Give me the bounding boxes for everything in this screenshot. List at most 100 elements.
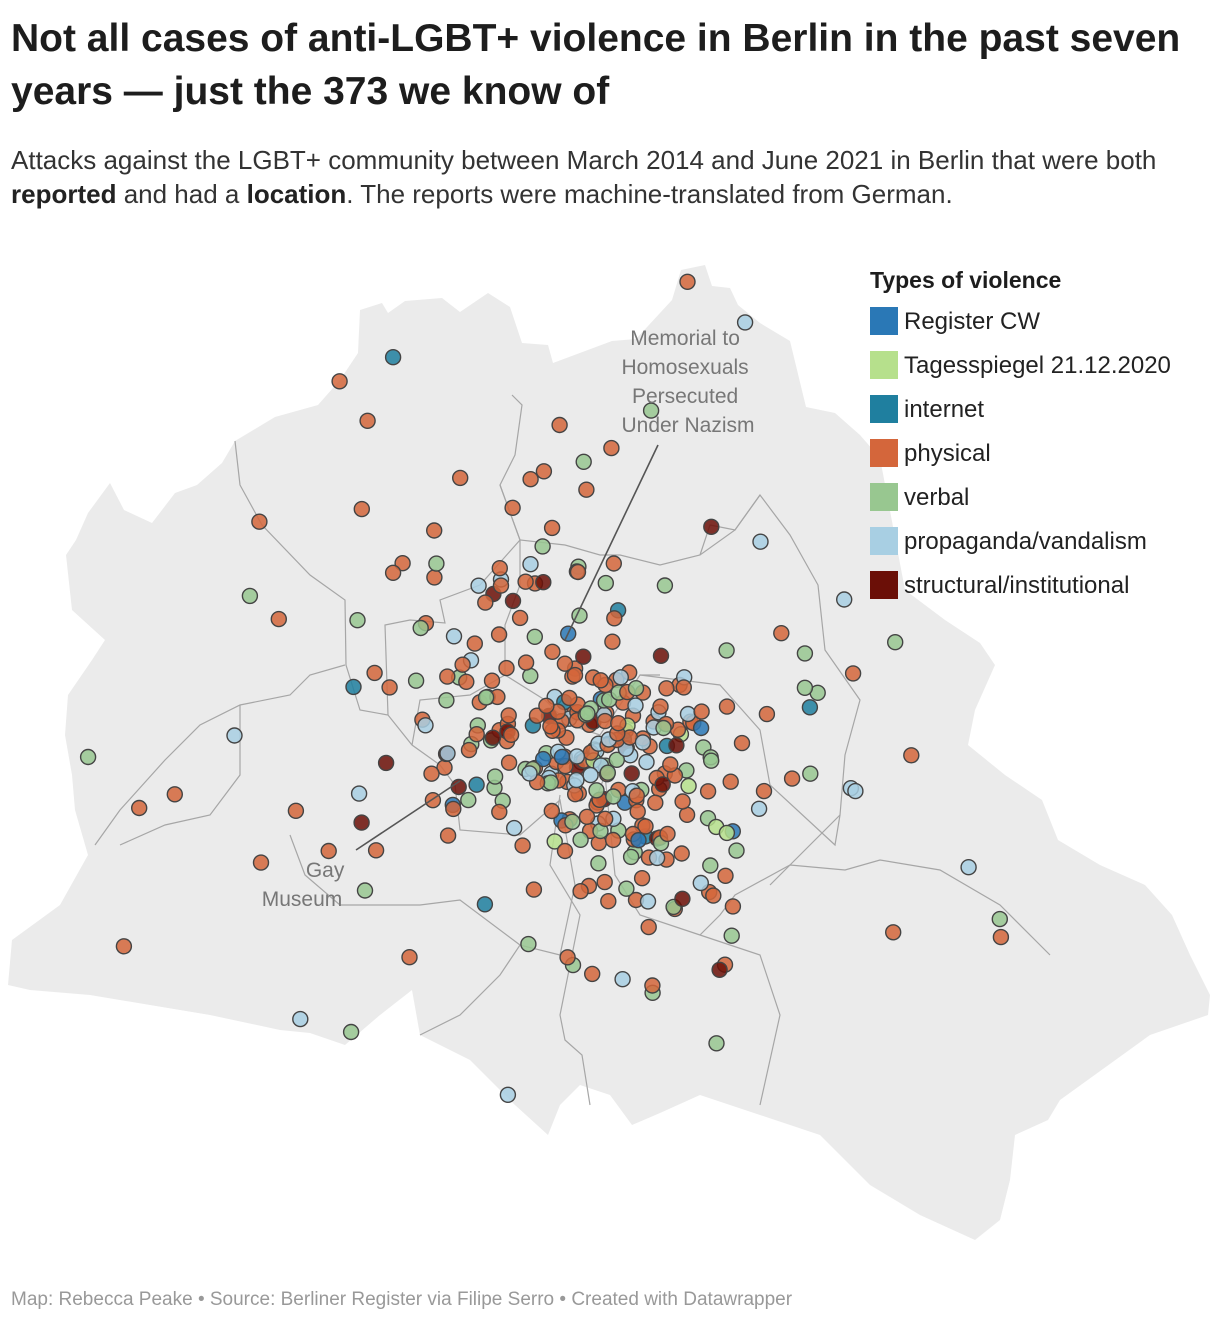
berlin-map[interactable]: Memorial to Homosexuals Persecuted Under…	[0, 255, 1220, 1285]
incident-marker-physical[interactable]	[542, 718, 559, 735]
incident-marker-physical[interactable]	[251, 513, 268, 530]
incident-marker-structural[interactable]	[575, 648, 592, 665]
incident-marker-physical[interactable]	[287, 802, 305, 819]
incident-marker-propaganda[interactable]	[445, 628, 463, 645]
incident-marker-verbal[interactable]	[407, 672, 425, 689]
incident-marker-verbal[interactable]	[702, 857, 719, 874]
incident-marker-physical[interactable]	[693, 703, 710, 720]
incident-marker-physical[interactable]	[844, 665, 862, 682]
incident-marker-register[interactable]	[630, 832, 647, 849]
incident-marker-physical[interactable]	[718, 698, 736, 715]
incident-marker-propaganda[interactable]	[750, 800, 768, 817]
incident-marker-register[interactable]	[535, 750, 552, 768]
incident-marker-tagesspiegel[interactable]	[718, 824, 736, 842]
incident-marker-physical[interactable]	[439, 827, 457, 844]
incident-marker-physical[interactable]	[514, 837, 531, 854]
incident-marker-physical[interactable]	[567, 786, 584, 803]
incident-marker-physical[interactable]	[320, 842, 337, 860]
incident-marker-verbal[interactable]	[241, 587, 259, 605]
incident-marker-physical[interactable]	[517, 573, 534, 590]
incident-marker-physical[interactable]	[659, 825, 676, 843]
incident-marker-physical[interactable]	[604, 831, 622, 849]
incident-marker-physical[interactable]	[992, 928, 1010, 946]
incident-marker-verbal[interactable]	[802, 765, 819, 782]
incident-marker-propaganda[interactable]	[638, 753, 655, 771]
incident-marker-physical[interactable]	[367, 842, 385, 859]
incident-marker-internet[interactable]	[476, 896, 494, 913]
incident-marker-verbal[interactable]	[542, 774, 559, 791]
incident-marker-physical[interactable]	[578, 808, 596, 825]
incident-marker-physical[interactable]	[115, 938, 133, 955]
incident-marker-tagesspiegel[interactable]	[546, 833, 563, 850]
incident-marker-verbal[interactable]	[564, 813, 581, 830]
incident-marker-physical[interactable]	[556, 655, 574, 672]
incident-marker-structural[interactable]	[504, 592, 522, 610]
incident-marker-verbal[interactable]	[605, 788, 622, 805]
incident-marker-physical[interactable]	[556, 842, 574, 860]
incident-marker-physical[interactable]	[637, 818, 654, 835]
incident-marker-structural[interactable]	[711, 961, 728, 978]
incident-marker-verbal[interactable]	[477, 689, 495, 706]
incident-marker-propaganda[interactable]	[752, 533, 769, 550]
incident-marker-physical[interactable]	[628, 787, 645, 804]
incident-marker-physical[interactable]	[783, 770, 801, 787]
incident-marker-verbal[interactable]	[796, 679, 814, 696]
incident-marker-physical[interactable]	[384, 564, 402, 581]
incident-marker-physical[interactable]	[569, 563, 587, 581]
incident-marker-physical[interactable]	[439, 668, 456, 685]
incident-marker-verbal[interactable]	[608, 751, 625, 768]
incident-marker-verbal[interactable]	[618, 880, 635, 897]
incident-marker-physical[interactable]	[592, 672, 609, 689]
incident-marker-physical[interactable]	[675, 679, 692, 696]
incident-marker-propaganda[interactable]	[627, 697, 644, 714]
incident-marker-physical[interactable]	[498, 659, 515, 677]
incident-marker-physical[interactable]	[130, 799, 148, 817]
incident-marker-physical[interactable]	[717, 867, 734, 884]
incident-marker-propaganda[interactable]	[470, 577, 487, 594]
incident-marker-physical[interactable]	[758, 705, 776, 723]
incident-marker-physical[interactable]	[584, 965, 601, 983]
incident-marker-verbal[interactable]	[79, 748, 97, 766]
incident-marker-physical[interactable]	[679, 273, 696, 290]
incident-marker-propaganda[interactable]	[506, 819, 523, 837]
incident-marker-physical[interactable]	[504, 499, 521, 517]
incident-marker-propaganda[interactable]	[522, 556, 539, 573]
incident-marker-structural[interactable]	[623, 765, 640, 782]
incident-marker-physical[interactable]	[604, 633, 621, 650]
incident-marker-physical[interactable]	[426, 569, 443, 586]
incident-marker-physical[interactable]	[252, 854, 270, 871]
incident-marker-physical[interactable]	[755, 782, 773, 800]
incident-marker-physical[interactable]	[535, 463, 553, 480]
incident-marker-physical[interactable]	[640, 918, 657, 936]
incident-marker-register[interactable]	[553, 748, 571, 766]
incident-marker-physical[interactable]	[652, 698, 669, 715]
incident-marker-verbal[interactable]	[642, 402, 660, 419]
incident-marker-physical[interactable]	[426, 522, 443, 539]
incident-marker-verbal[interactable]	[991, 910, 1008, 928]
incident-marker-verbal[interactable]	[349, 612, 366, 629]
incident-marker-physical[interactable]	[359, 412, 376, 430]
incident-marker-physical[interactable]	[381, 679, 398, 696]
incident-marker-verbal[interactable]	[460, 791, 477, 809]
incident-marker-propaganda[interactable]	[521, 765, 538, 782]
incident-marker-structural[interactable]	[654, 776, 671, 793]
incident-marker-physical[interactable]	[477, 594, 494, 611]
incident-marker-propaganda[interactable]	[226, 727, 243, 744]
incident-marker-verbal[interactable]	[708, 1035, 725, 1052]
incident-marker-structural[interactable]	[353, 814, 370, 831]
incident-marker-propaganda[interactable]	[836, 591, 853, 608]
incident-marker-physical[interactable]	[673, 845, 690, 862]
incident-marker-physical[interactable]	[528, 707, 546, 724]
legend-item-register[interactable]: Register CW	[870, 304, 1210, 340]
incident-marker-propaganda[interactable]	[679, 705, 697, 723]
incident-marker-physical[interactable]	[597, 810, 614, 827]
incident-marker-physical[interactable]	[492, 577, 510, 594]
incident-marker-internet[interactable]	[384, 348, 402, 366]
incident-marker-register[interactable]	[692, 719, 710, 737]
incident-marker-physical[interactable]	[605, 555, 622, 572]
incident-marker-verbal[interactable]	[887, 634, 904, 651]
incident-marker-physical[interactable]	[596, 873, 613, 891]
incident-marker-propaganda[interactable]	[292, 1010, 309, 1028]
incident-marker-structural[interactable]	[535, 574, 552, 591]
incident-marker-physical[interactable]	[722, 773, 739, 790]
